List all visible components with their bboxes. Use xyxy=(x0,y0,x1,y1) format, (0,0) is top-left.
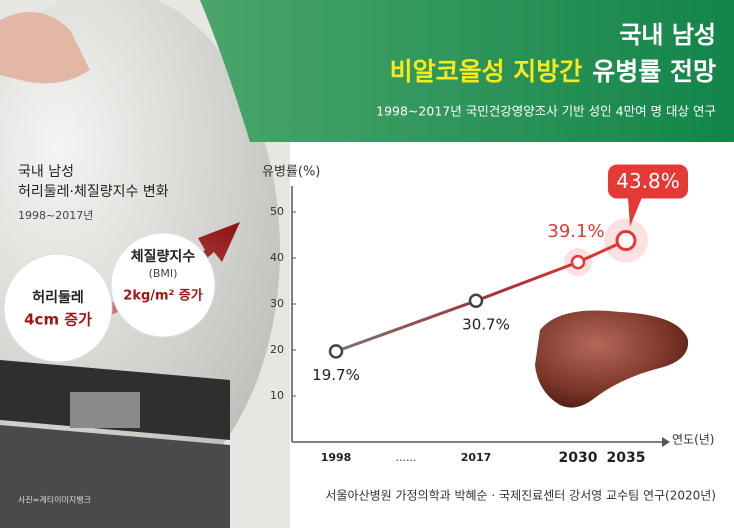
waist-badge xyxy=(3,253,113,363)
y-axis-label: 유병률(%) xyxy=(262,165,320,180)
header-line1: 국내 남성 xyxy=(619,21,716,49)
left-title: 허리둘레·체질량지수 변화 xyxy=(18,184,169,200)
y-tick-label: 20 xyxy=(270,343,284,356)
y-tick-label: 30 xyxy=(270,297,284,310)
point xyxy=(468,293,484,309)
value-label: 39.1% xyxy=(547,221,604,242)
point xyxy=(328,344,344,359)
point xyxy=(615,230,637,252)
waist-change: 4cm 증가 xyxy=(24,311,92,329)
y-tick-label: 10 xyxy=(270,389,284,402)
header-highlight: 비알코올성 지방간 xyxy=(390,57,583,86)
y-tick-label: 40 xyxy=(270,251,284,264)
liver-illustration xyxy=(535,310,689,408)
waist-title: 허리둘레 xyxy=(32,289,84,306)
value-label-box xyxy=(608,164,688,199)
buckle xyxy=(70,392,140,428)
photo-credit: 사진=게티이미지뱅크 xyxy=(18,495,91,505)
source: 서울아산병원 가정의학과 박혜순 · 국제진료센터 강서영 교수팀 연구(202… xyxy=(325,489,716,503)
hand xyxy=(0,12,90,84)
bmi-title: 체질량지수 xyxy=(131,249,196,265)
trousers xyxy=(0,425,230,528)
left-title: 국내 남성 xyxy=(18,164,74,180)
header-rest: 유병률 전망 xyxy=(592,57,716,86)
header-title: 비알코올성 지방간 유병률 전망 xyxy=(390,57,716,86)
x-axis-label: 연도(년) xyxy=(672,433,714,447)
value-label: 30.7% xyxy=(462,315,510,333)
bmi-badge xyxy=(110,232,216,338)
bmi-change: 2kg/m² 증가 xyxy=(123,289,202,304)
series-line xyxy=(335,239,627,353)
x-axis-arrow xyxy=(662,437,670,447)
header-band xyxy=(200,0,734,142)
x-tick-label: 2035 xyxy=(607,450,646,466)
x-tick-label: 2030 xyxy=(559,450,598,466)
x-tick-label: 2017 xyxy=(461,451,492,464)
value-label: 43.8% xyxy=(616,169,680,193)
header-subtitle: 1998~2017년 국민건강영양조사 기반 성인 4만여 명 대상 연구 xyxy=(376,104,716,119)
point xyxy=(570,254,586,270)
value-label: 19.7% xyxy=(312,366,360,384)
y-tick-label: 50 xyxy=(270,205,284,218)
bmi-sub: (BMI) xyxy=(149,267,178,280)
value-label-pointer xyxy=(628,197,642,227)
x-tick-label: 1998 xyxy=(321,451,352,464)
axis-gap-label: ...... xyxy=(396,451,417,464)
left-period: 1998~2017년 xyxy=(18,209,93,222)
